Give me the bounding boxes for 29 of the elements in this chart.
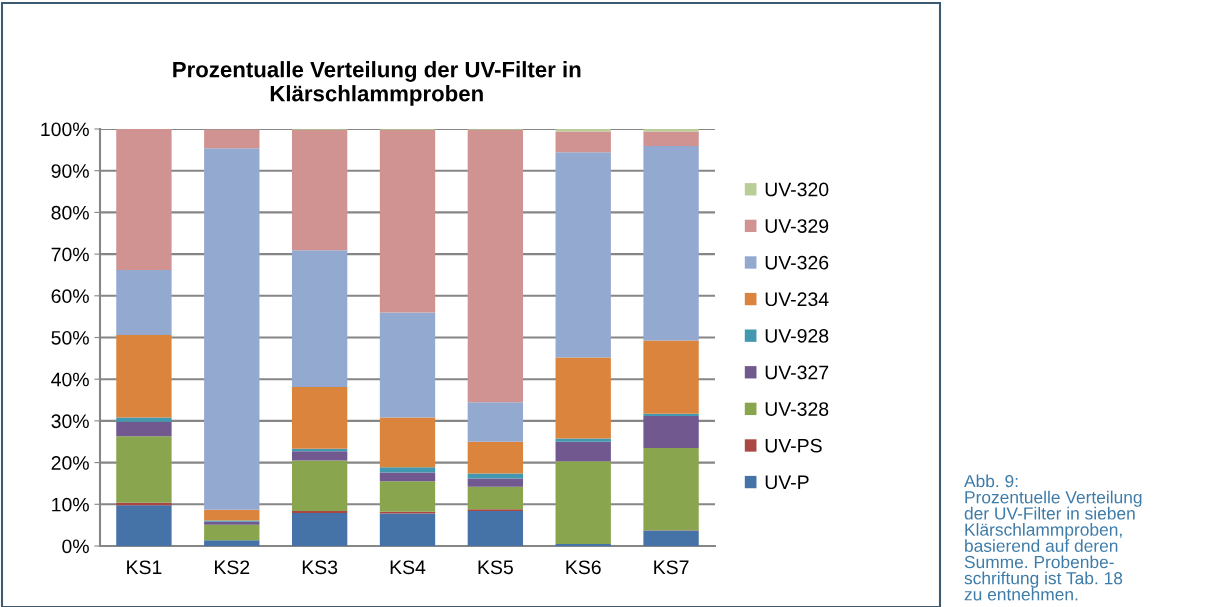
y-tick-label: 0% (62, 539, 89, 554)
chart-title: Prozentualle Verteilung der UV-Filter in Klärschlammproben (173, 61, 581, 106)
legend-label: UV-327 (765, 365, 829, 380)
y-tick-label: 50% (51, 330, 89, 345)
x-tick-label: KS1 (127, 560, 162, 575)
y-tick-label: 90% (51, 164, 89, 178)
legend-label: UV-329 (765, 219, 829, 233)
y-tick-label: 100% (41, 122, 89, 137)
x-tick-label: KS7 (654, 560, 689, 575)
x-tick-label: KS4 (390, 560, 426, 575)
legend-label: UV-234 (765, 292, 829, 307)
y-tick-label: 30% (51, 414, 89, 429)
caption: Abb. 9: Prozentuelle Verteilung der UV-Filter in sieben Klärschlammproben, basierend auf deren Summe. Probenbe- schriftung ist Tab. 18 zu entnehmen. (964, 474, 1142, 601)
y-tick-label: 70% (51, 247, 89, 262)
legend-label: UV-928 (765, 328, 829, 343)
y-tick-label: 10% (52, 497, 89, 512)
legend-label: UV-328 (765, 402, 829, 416)
x-tick-label: KS5 (478, 560, 513, 575)
y-tick-label: 40% (51, 372, 89, 387)
x-tick-label: KS2 (215, 560, 250, 575)
legend-label: UV-P (765, 475, 809, 490)
x-tick-label: KS6 (566, 560, 601, 575)
y-tick-label: 60% (51, 289, 89, 304)
legend-label: UV-326 (765, 255, 829, 270)
y-tick-label: 20% (51, 456, 89, 470)
y-tick-label: 80% (51, 205, 89, 220)
legend-label: UV-320 (765, 182, 829, 197)
legend-label: UV-PS (765, 438, 822, 453)
x-tick-label: KS3 (302, 560, 338, 575)
